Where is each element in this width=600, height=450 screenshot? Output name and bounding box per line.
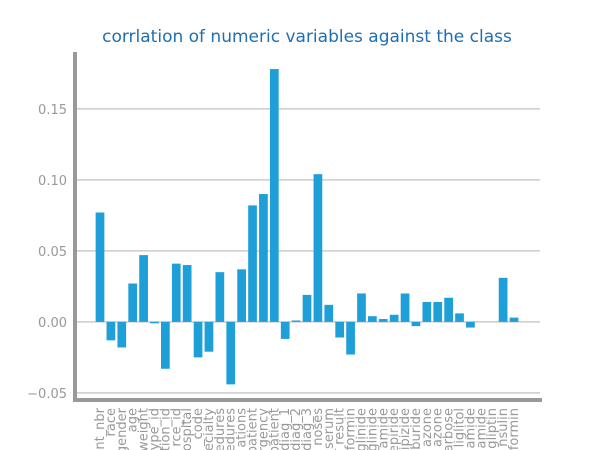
bar (324, 304, 334, 322)
bar (95, 212, 105, 322)
bar (466, 321, 475, 328)
bar (215, 272, 225, 322)
bar (226, 321, 236, 385)
x-tick-label: epiride (387, 408, 402, 450)
x-tick-label: glinide (354, 408, 369, 450)
bar (182, 265, 192, 322)
bar (291, 320, 301, 322)
x-tick-label: formin (507, 408, 522, 450)
x-tick-label: arbose (442, 408, 457, 450)
x-tick-label: rgency (256, 408, 271, 450)
x-tick-label: ospital (180, 408, 195, 450)
x-tick-label: age (126, 408, 141, 432)
x-tick-label: gliptin (485, 408, 500, 449)
bar (171, 263, 181, 322)
bar (117, 321, 127, 348)
x-tick-label: ent_nbr (93, 407, 108, 450)
bar (433, 301, 443, 322)
bar (389, 314, 399, 322)
x-tick-label: patient (246, 408, 261, 450)
x-tick-label: ations (235, 408, 250, 448)
x-tick-label: weight (137, 408, 152, 450)
bar (444, 297, 453, 322)
y-tick-label: 0.05 (38, 245, 67, 260)
bar (150, 321, 159, 324)
bar (248, 205, 257, 322)
x-tick-label: ipizide (398, 408, 413, 450)
x-tick-label: amide (376, 408, 391, 449)
bar (237, 269, 246, 322)
x-tick-label: gender (115, 407, 130, 450)
bar (280, 321, 290, 339)
x-tick-label: edures (224, 408, 239, 450)
x-tick-label: noses (311, 408, 326, 446)
bar (335, 321, 345, 338)
bar (357, 293, 366, 322)
x-tick-label: cedures (213, 408, 228, 450)
bar (106, 321, 116, 341)
bar (498, 277, 508, 322)
bar (346, 321, 355, 355)
x-tick-label: ecialty (202, 408, 217, 450)
bar (455, 313, 464, 322)
x-tick-label: diag_2 (289, 408, 304, 450)
bar (259, 194, 268, 322)
x-tick-label: azone (431, 408, 446, 447)
x-tick-label: amide (474, 408, 489, 449)
x-tick-label: azone (420, 408, 435, 447)
x-tick-label: diag_1 (278, 408, 293, 450)
x-tick-label: formin (344, 408, 359, 450)
x-tick-label: tion_id (158, 408, 173, 450)
x-tick-label: nsulin (496, 408, 511, 447)
y-tick-label: 0.15 (38, 103, 67, 118)
x-tick-label: _code (191, 408, 206, 447)
chart-title: corrlation of numeric variables against … (102, 27, 512, 47)
bar (161, 321, 170, 369)
bar (204, 321, 214, 352)
bar (509, 317, 519, 322)
x-tick-label: amide (463, 408, 478, 449)
y-tick-label: 0.10 (38, 174, 67, 189)
bar (378, 319, 388, 322)
bar (128, 283, 138, 322)
bar (302, 294, 312, 322)
bar (368, 316, 377, 322)
x-tick-label: _serum (322, 408, 337, 450)
x-tick-label: patient (267, 408, 282, 450)
bar (139, 255, 148, 322)
bar (313, 174, 323, 322)
x-tick-label: race (104, 408, 119, 436)
bar (269, 69, 279, 322)
x-tick-label: result (333, 408, 348, 445)
x-tick-label: ype_id (147, 408, 162, 450)
bar (193, 321, 203, 358)
bar (422, 301, 432, 322)
bar (400, 293, 410, 322)
x-tick-label: rce_id (169, 408, 184, 447)
x-tick-label: glinide (365, 408, 380, 450)
x-tick-label: buride (409, 408, 424, 450)
y-tick-label: −0.05 (27, 387, 67, 402)
y-tick-label: 0.00 (38, 316, 67, 331)
x-tick-label: diag_3 (300, 408, 315, 450)
bar (411, 321, 421, 327)
x-tick-label: liglitol (453, 408, 468, 447)
